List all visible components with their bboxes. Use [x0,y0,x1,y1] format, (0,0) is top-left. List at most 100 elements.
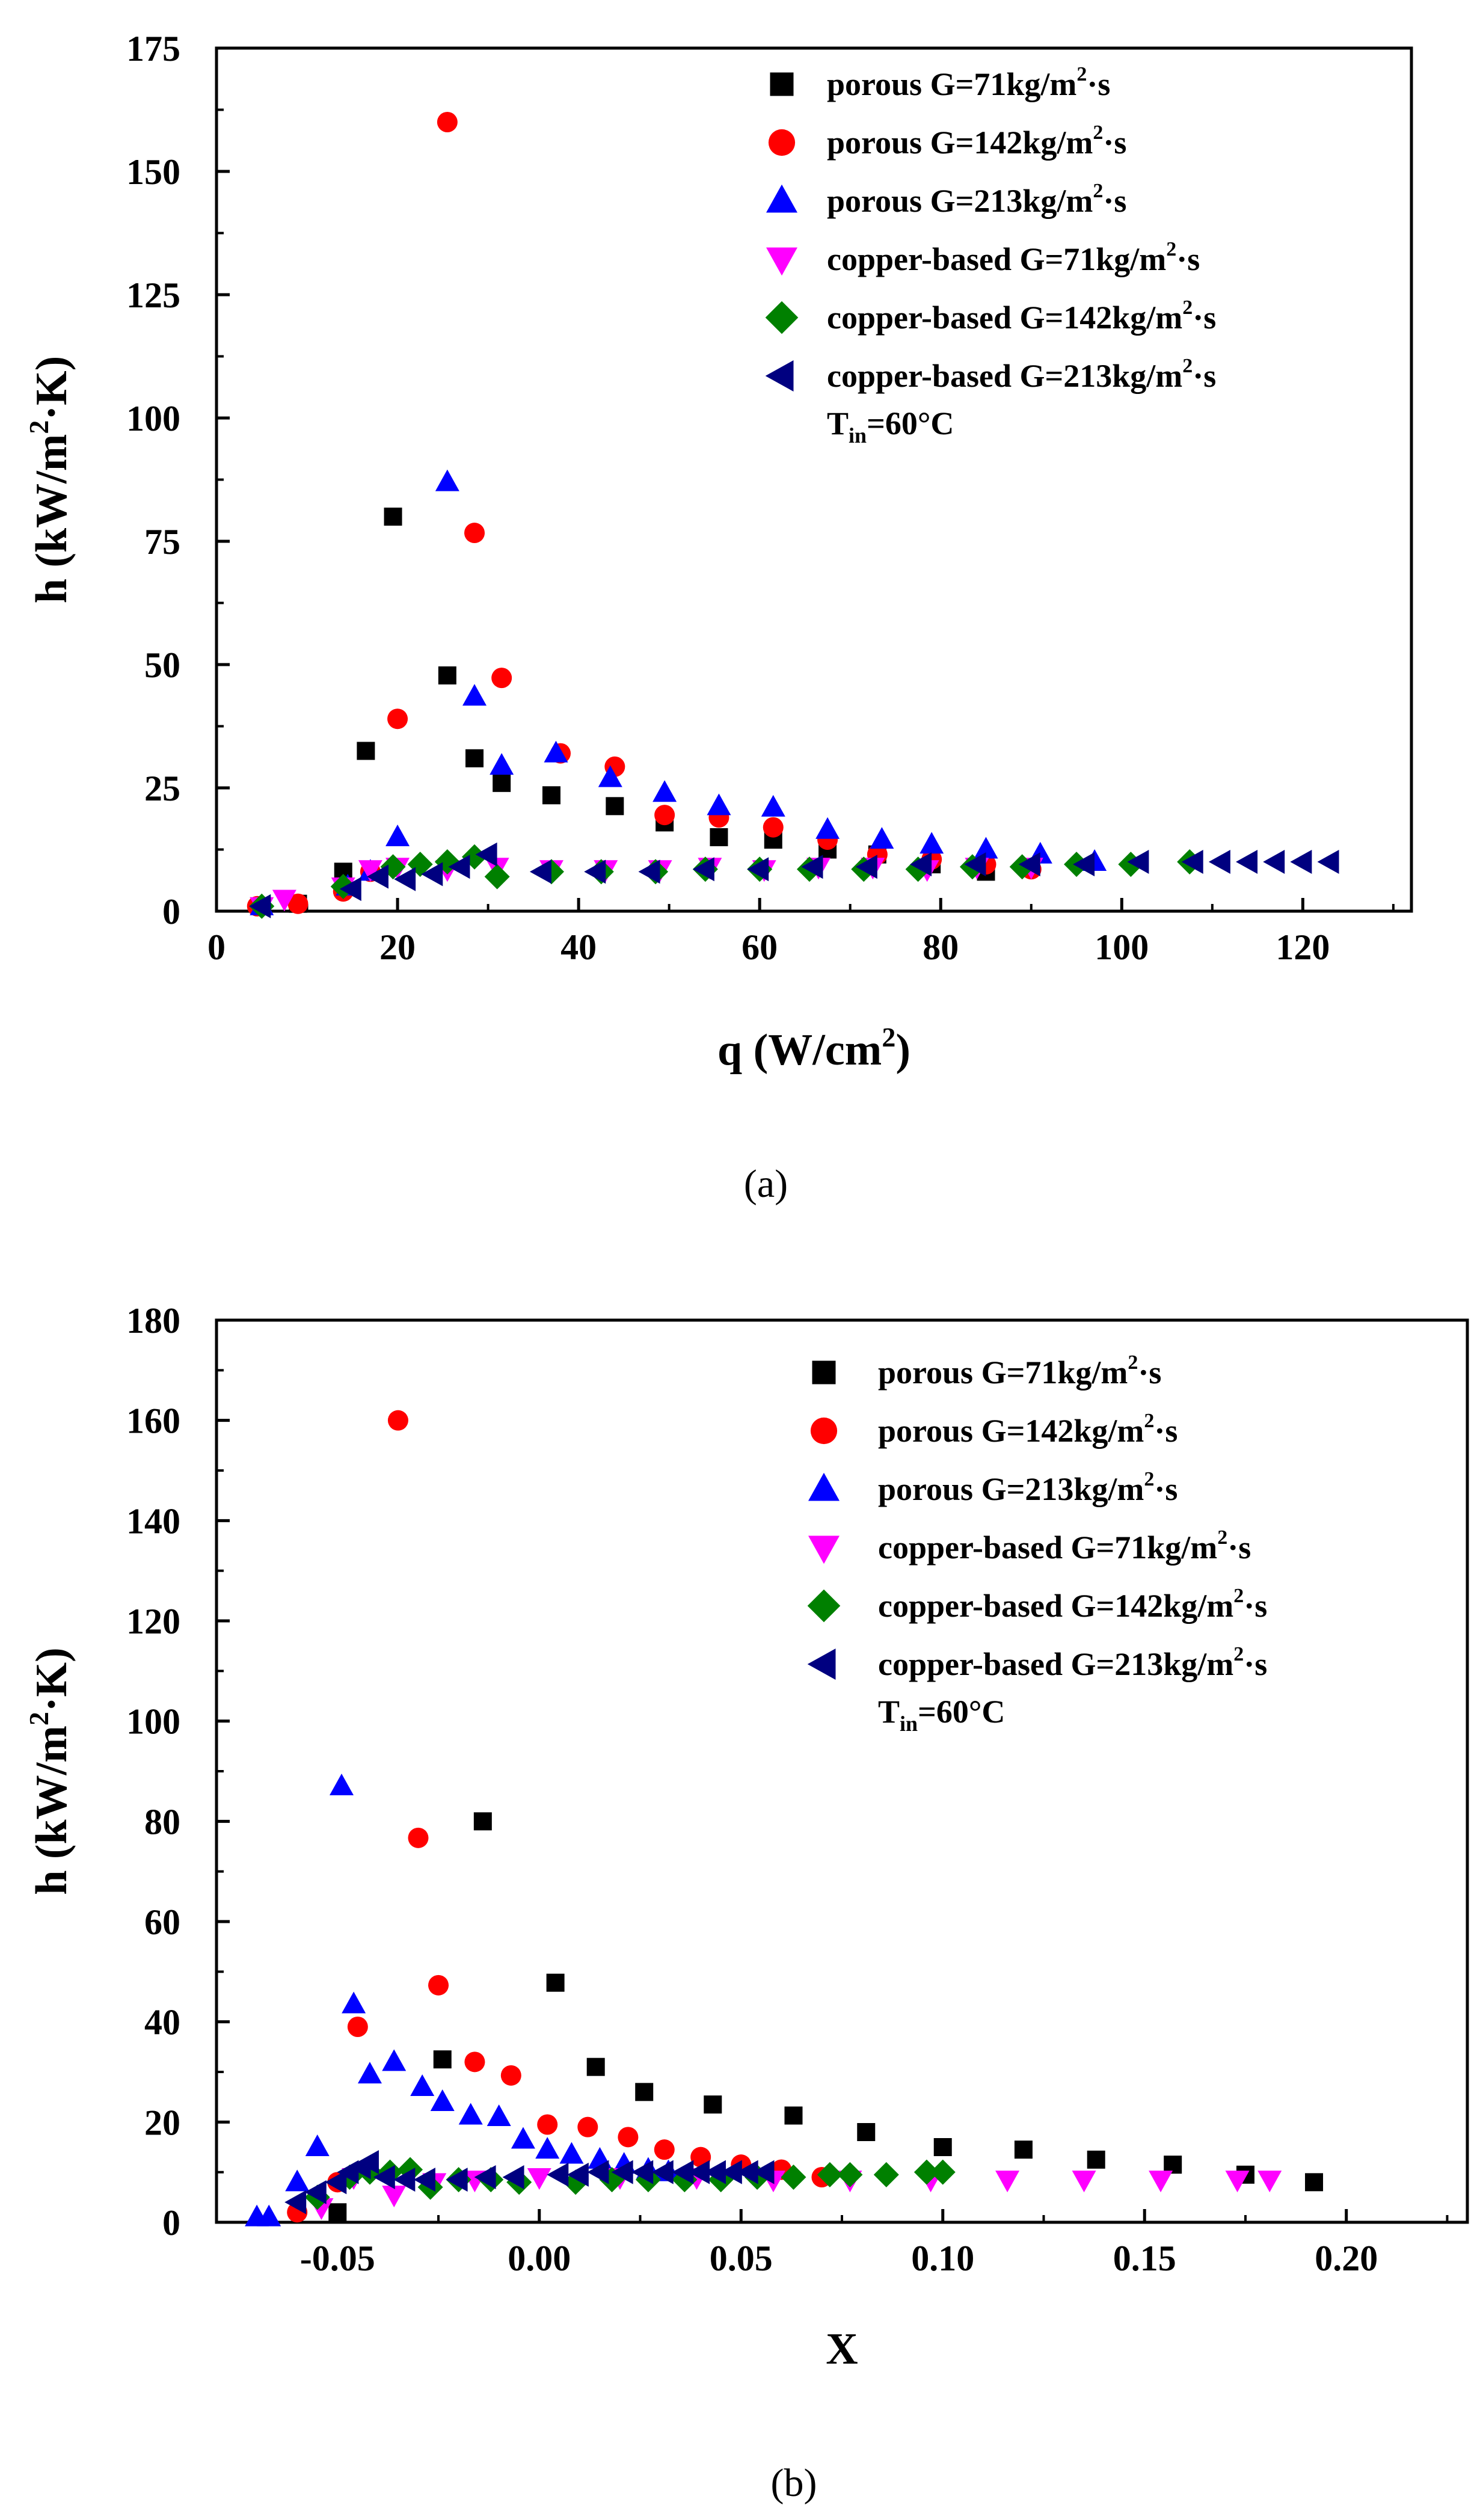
legend-label: copper-based G=142kg/m [878,1588,1233,1624]
y-axis-label-tail: ·K) [27,356,76,420]
data-point [672,2160,694,2184]
data-point [328,2203,347,2222]
data-point [544,740,568,763]
legend-marker [812,1360,836,1384]
data-point [285,2169,310,2192]
x-tick-label: 0.00 [508,2239,571,2278]
y-tick-label: 0 [162,2203,180,2243]
data-point [357,2150,379,2174]
legend-label-sup: 2 [1093,180,1103,202]
data-point [720,2160,742,2184]
y-tick-label: 180 [126,1301,180,1341]
data-point [1073,852,1095,877]
legend-label-sup: 2 [1233,1585,1244,1607]
data-point [964,852,986,877]
data-point [692,857,714,882]
data-point [690,2147,711,2168]
data-point [464,523,485,544]
legend-label-tail: ·s [1103,124,1126,161]
legend-label-sup: 2 [1182,355,1193,377]
x-tick-label: 60 [741,927,778,967]
legend-marker [807,1589,841,1623]
data-point [857,2123,876,2141]
x-tick-label: 120 [1276,927,1330,967]
legend-label-tail: ·s [1154,1413,1177,1449]
series-triangle-left [249,842,1339,918]
legend-label-sup: 2 [1217,1526,1227,1549]
x-tick-label: 0 [207,927,226,967]
x-axis-label-sup: 2 [882,1022,895,1053]
data-point [801,855,823,879]
data-point [437,112,458,132]
series-triangle-up [245,1774,681,2227]
y-tick-label: 25 [144,769,180,808]
data-point [325,2170,347,2195]
y-tick-label: 40 [144,2003,180,2042]
data-point [781,2165,806,2190]
data-point [1018,852,1040,877]
annotation-sub: in [900,1712,918,1736]
data-point [428,1975,449,1996]
legend-marker [765,301,799,334]
legend-label-sup: 2 [1144,1468,1154,1490]
data-point [587,2160,609,2184]
data-point [433,2050,452,2069]
data-point [707,793,731,816]
data-point [1257,2171,1282,2193]
data-point [546,1973,565,1992]
data-point [1236,850,1258,874]
data-point [784,2106,803,2125]
plot-frame [215,1318,1469,2224]
data-point [257,2204,281,2227]
legend-entry: porous G=142kg/m2·s [878,1410,1177,1449]
data-point [382,2186,407,2208]
legend-label-tail: ·s [1103,183,1126,219]
legend-label-sup: 2 [1076,63,1087,85]
legend-label-tail: ·s [1193,300,1216,336]
legend-label-sup: 2 [1093,121,1103,144]
data-point [358,860,382,882]
y-tick-label: 60 [144,1902,180,1942]
data-point [435,469,459,491]
data-point [920,832,944,854]
annotation-main: T [827,405,849,441]
x-axis-label: q (W/cm2) [717,1022,910,1075]
legend-label-sup: 2 [1128,1351,1138,1374]
data-point [598,765,622,787]
data-point [1290,850,1312,874]
legend-label-tail: ·s [1193,358,1216,394]
data-point [1317,850,1339,874]
data-point [366,864,388,889]
data-point [448,855,470,879]
legend-label: porous G=142kg/m [827,124,1093,161]
legend-marker [766,184,797,213]
data-point [413,2168,435,2192]
data-point [511,2127,535,2149]
x-tick-label: 0.20 [1315,2239,1378,2278]
legend-label: porous G=71kg/m [878,1354,1128,1391]
data-point [330,1774,354,1795]
x-tick-label: 0.05 [710,2239,773,2278]
series-circle [247,112,1042,917]
legend-marker [808,1472,840,1501]
x-axis-label-tail: ) [895,1025,910,1075]
data-point [577,2116,598,2137]
data-point [529,859,551,884]
legend-label-tail: ·s [1227,1529,1251,1566]
y-tick-label: 20 [144,2103,180,2142]
data-point [1225,2171,1250,2193]
y-axis-label-tail: ·K) [27,1647,76,1712]
legend-label-sup: 2 [1144,1410,1154,1432]
legend-label-sup: 2 [1166,238,1176,260]
plot-frame [215,46,1413,913]
data-point [394,867,416,891]
legend-marker [807,1649,836,1680]
data-point [474,2165,496,2189]
x-tick-label: 20 [379,927,416,967]
data-point [631,2160,654,2184]
data-point [357,742,375,760]
y-axis-label-sup: 2 [23,1712,54,1726]
legend-label: porous G=142kg/m [878,1413,1144,1449]
y-tick-label: 125 [126,275,180,315]
data-point [1072,2171,1096,2193]
